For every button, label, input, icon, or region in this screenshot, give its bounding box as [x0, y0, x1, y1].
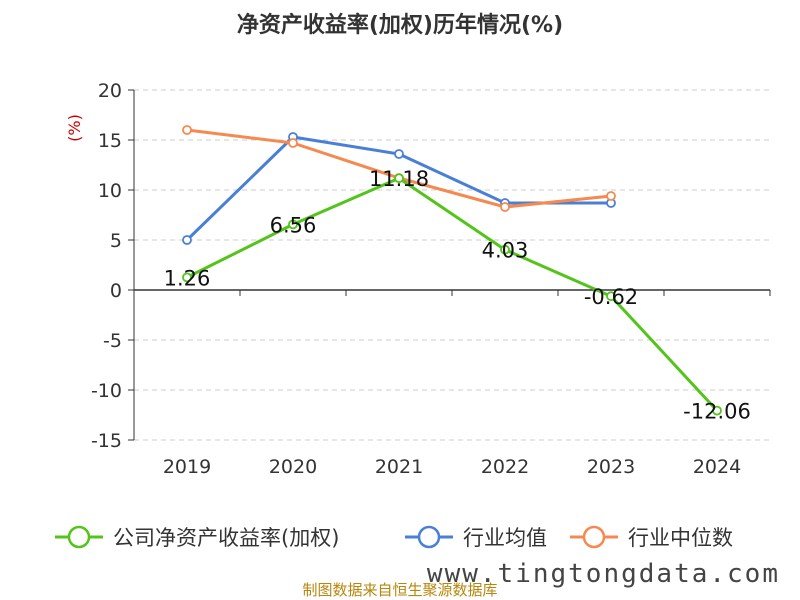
- y-tick-label: -5: [103, 330, 122, 352]
- source-note: 制图数据来自恒生聚源数据库: [302, 581, 497, 599]
- data-point-2: [500, 202, 510, 212]
- data-label: 6.56: [270, 213, 317, 237]
- y-axis-label: (%): [65, 114, 84, 142]
- series-line-0: [186, 176, 719, 412]
- data-point-0: [394, 173, 404, 184]
- x-tick-label: 2022: [481, 456, 529, 478]
- data-labels: 1.26 6.56 11.18 4.03 -0.62 -12.06: [164, 167, 751, 423]
- data-point-2: [288, 138, 298, 148]
- series-layer: [182, 125, 722, 416]
- data-point-0: [712, 405, 722, 416]
- x-tick-label: 2020: [269, 456, 317, 478]
- grid: [134, 89, 770, 441]
- y-tick-label: -15: [91, 430, 122, 452]
- y-tick-label: 10: [98, 180, 122, 202]
- data-point-0: [288, 219, 298, 230]
- legend-item-1: 行业均值: [405, 525, 547, 550]
- chart-title: 净资产收益率(加权)历年情况(%): [237, 12, 563, 38]
- watermark: www.tingtongdata.com: [427, 559, 780, 589]
- legend-label: 公司净资产收益率(加权): [113, 526, 339, 550]
- legend-label: 行业均值: [463, 526, 547, 550]
- legend-marker: [67, 525, 91, 549]
- x-tick-label: 2021: [375, 456, 423, 478]
- axes: 20 15 10 5 0 -5 -10 -15 2019 2020 2021 2022 2023 2024: [91, 80, 771, 478]
- data-label: -12.06: [683, 400, 751, 424]
- y-tick-label: 5: [110, 230, 122, 252]
- legend-item-2: 行业中位数: [570, 525, 733, 550]
- data-point-1: [394, 149, 404, 159]
- x-tick-label: 2019: [163, 456, 211, 478]
- legend-item-0: 公司净资产收益率(加权): [55, 525, 339, 550]
- data-point-2: [182, 125, 192, 135]
- legend: 公司净资产收益率(加权) 行业均值 行业中位数: [55, 525, 733, 550]
- y-tick-label: -10: [91, 380, 122, 402]
- y-tick-label: 20: [98, 80, 122, 102]
- legend-label: 行业中位数: [628, 526, 733, 550]
- legend-marker: [582, 525, 606, 549]
- y-tick-label: 15: [98, 130, 122, 152]
- y-tick-label: 0: [110, 280, 122, 302]
- data-label: 4.03: [482, 239, 529, 263]
- data-point-0: [182, 272, 192, 283]
- data-label: -0.62: [584, 285, 638, 309]
- legend-marker: [417, 525, 441, 549]
- data-label: 11.18: [369, 167, 429, 191]
- x-tick-label: 2024: [693, 456, 741, 478]
- data-point-0: [500, 244, 510, 255]
- data-point-2: [606, 191, 616, 201]
- data-label: 1.26: [164, 266, 211, 290]
- data-point-1: [182, 235, 192, 245]
- data-point-0: [606, 291, 616, 302]
- x-tick-label: 2023: [587, 456, 635, 478]
